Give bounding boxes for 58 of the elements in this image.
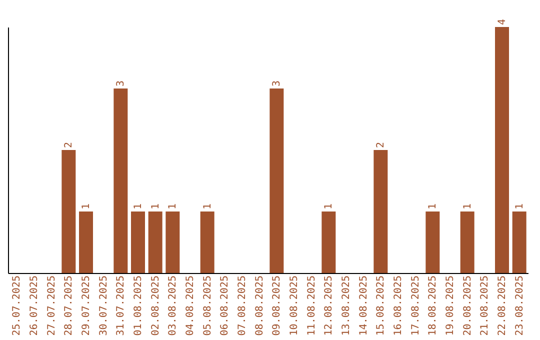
x-tick-label: 22.08.2025 bbox=[497, 276, 508, 336]
x-tick-label: 04.08.2025 bbox=[185, 276, 196, 336]
x-tick-label: 31.07.2025 bbox=[116, 276, 127, 336]
x-tick-label: 09.08.2025 bbox=[272, 276, 283, 336]
x-tick-label: 28.07.2025 bbox=[64, 276, 75, 336]
bar bbox=[270, 88, 284, 273]
bar bbox=[322, 212, 336, 273]
x-tick-label: 25.07.2025 bbox=[12, 276, 23, 336]
bar bbox=[200, 212, 214, 273]
bar bbox=[460, 212, 474, 273]
x-tick-label: 14.08.2025 bbox=[358, 276, 370, 336]
bar bbox=[148, 212, 162, 273]
x-tick-label: 27.07.2025 bbox=[46, 276, 58, 336]
x-tick-label: 26.07.2025 bbox=[29, 276, 40, 336]
x-tick-label: 10.08.2025 bbox=[289, 276, 300, 336]
x-tick-label: 08.08.2025 bbox=[254, 276, 266, 336]
data-label: 3 bbox=[272, 80, 283, 86]
data-label: 1 bbox=[462, 203, 474, 210]
data-label: 4 bbox=[497, 18, 508, 25]
x-tick-label: 17.08.2025 bbox=[410, 276, 422, 336]
data-label: 1 bbox=[202, 203, 214, 210]
x-tick-label: 29.07.2025 bbox=[81, 276, 92, 336]
bar bbox=[495, 27, 509, 273]
x-tick-label: 20.08.2025 bbox=[462, 276, 474, 336]
data-label: 1 bbox=[168, 203, 179, 210]
data-label: 1 bbox=[514, 203, 526, 210]
data-label: 2 bbox=[376, 142, 387, 148]
bar bbox=[166, 212, 180, 273]
data-label: 1 bbox=[81, 203, 92, 210]
bar bbox=[114, 88, 128, 273]
x-tick-label: 12.08.2025 bbox=[324, 276, 335, 336]
x-tick-label: 03.08.2025 bbox=[168, 276, 179, 336]
bar bbox=[512, 212, 526, 273]
x-tick-label: 13.08.2025 bbox=[341, 276, 352, 336]
data-label: 1 bbox=[150, 203, 162, 210]
x-tick-label: 16.08.2025 bbox=[393, 276, 404, 336]
x-tick-label: 07.08.2025 bbox=[237, 276, 248, 336]
x-tick-label: 19.08.2025 bbox=[445, 276, 456, 336]
bar bbox=[426, 212, 440, 273]
bar bbox=[131, 212, 145, 273]
x-tick-label: 06.08.2025 bbox=[220, 276, 231, 336]
bar bbox=[374, 150, 388, 273]
data-label: 1 bbox=[428, 203, 439, 210]
x-tick-label: 01.08.2025 bbox=[133, 276, 144, 336]
x-tick-label: 23.08.2025 bbox=[514, 276, 526, 336]
x-tick-label: 15.08.2025 bbox=[376, 276, 387, 336]
x-tick-label: 30.07.2025 bbox=[98, 276, 110, 336]
data-label: 1 bbox=[133, 203, 144, 210]
x-tick-label: 05.08.2025 bbox=[202, 276, 214, 336]
x-tick-label: 18.08.2025 bbox=[428, 276, 439, 336]
bar bbox=[79, 212, 93, 273]
x-tick-label: 02.08.2025 bbox=[150, 276, 162, 336]
x-tick-label: 21.08.2025 bbox=[480, 276, 491, 336]
data-label: 2 bbox=[64, 142, 75, 148]
data-label: 3 bbox=[116, 80, 127, 86]
bar bbox=[62, 150, 76, 273]
data-label: 1 bbox=[324, 203, 335, 210]
x-tick-label: 11.08.2025 bbox=[306, 276, 318, 336]
